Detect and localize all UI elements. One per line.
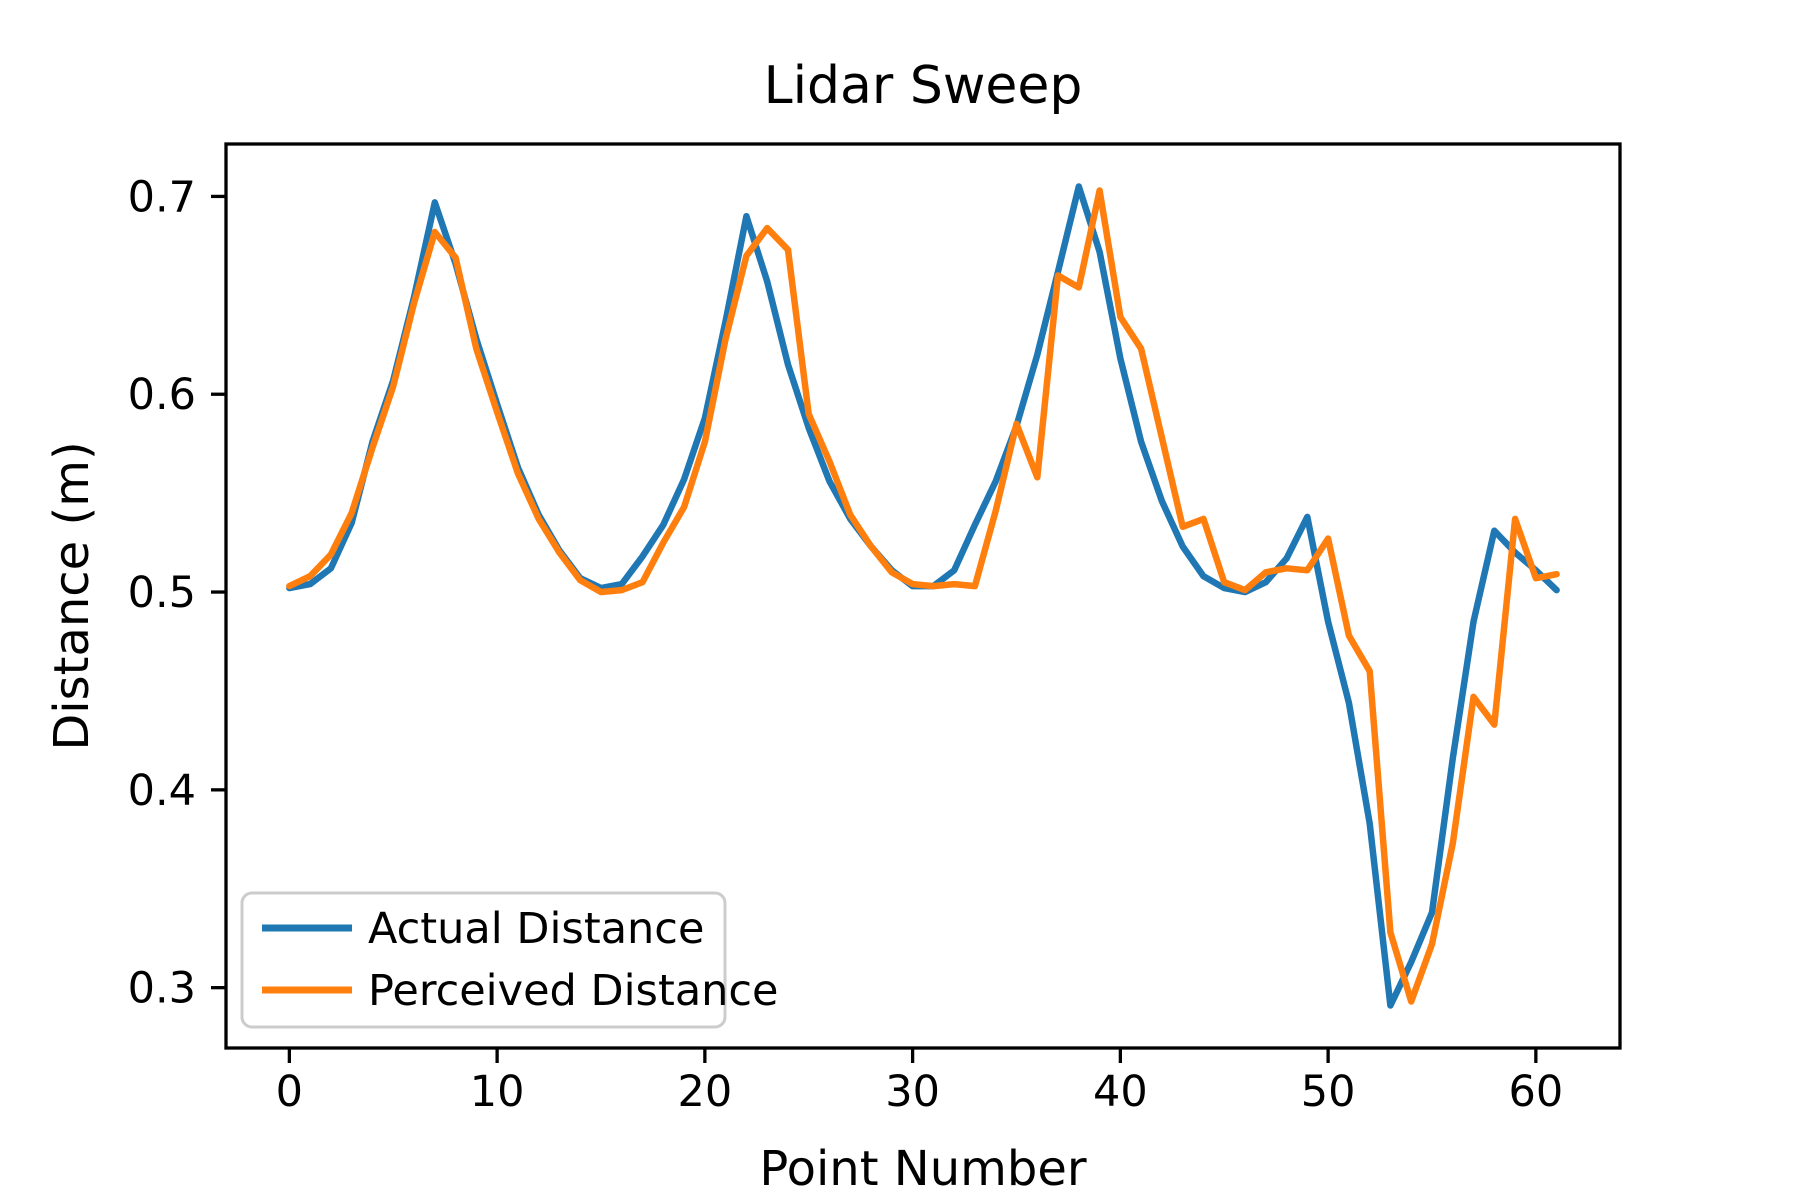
legend-box xyxy=(240,891,727,1029)
legend-label-actual-distance: Actual Distance xyxy=(368,904,704,954)
x-tick-label: 10 xyxy=(470,1067,525,1117)
x-tick-label: 20 xyxy=(678,1067,733,1117)
x-axis-ticks: 0 10 20 30 40 50 60 xyxy=(276,1048,1564,1117)
y-tick-label: 0.4 xyxy=(128,766,196,816)
y-tick-label: 0.5 xyxy=(128,568,196,618)
y-tick-label: 0.3 xyxy=(128,964,196,1014)
y-tick-label: 0.6 xyxy=(128,370,196,420)
x-axis-label: Point Number xyxy=(759,1141,1087,1197)
series-line-actual-distance xyxy=(286,183,1560,1009)
plot-border xyxy=(224,142,1622,1050)
data-series xyxy=(286,183,1560,1009)
legend-label-perceived-distance: Perceived Distance xyxy=(368,966,779,1016)
series-line-perceived-distance xyxy=(286,187,1560,1005)
x-tick-label: 0 xyxy=(276,1067,303,1117)
y-tick-label: 0.7 xyxy=(128,172,196,222)
y-axis-label: Distance (m) xyxy=(44,441,100,750)
x-tick-label: 50 xyxy=(1301,1067,1356,1117)
x-tick-label: 30 xyxy=(885,1067,940,1117)
y-axis-ticks: 0.3 0.4 0.5 0.6 0.7 xyxy=(128,172,226,1014)
x-tick-label: 60 xyxy=(1509,1067,1564,1117)
x-tick-label: 40 xyxy=(1093,1067,1148,1117)
chart-title: Lidar Sweep xyxy=(764,56,1083,116)
legend: Actual Distance Perceived Distance xyxy=(240,891,779,1029)
